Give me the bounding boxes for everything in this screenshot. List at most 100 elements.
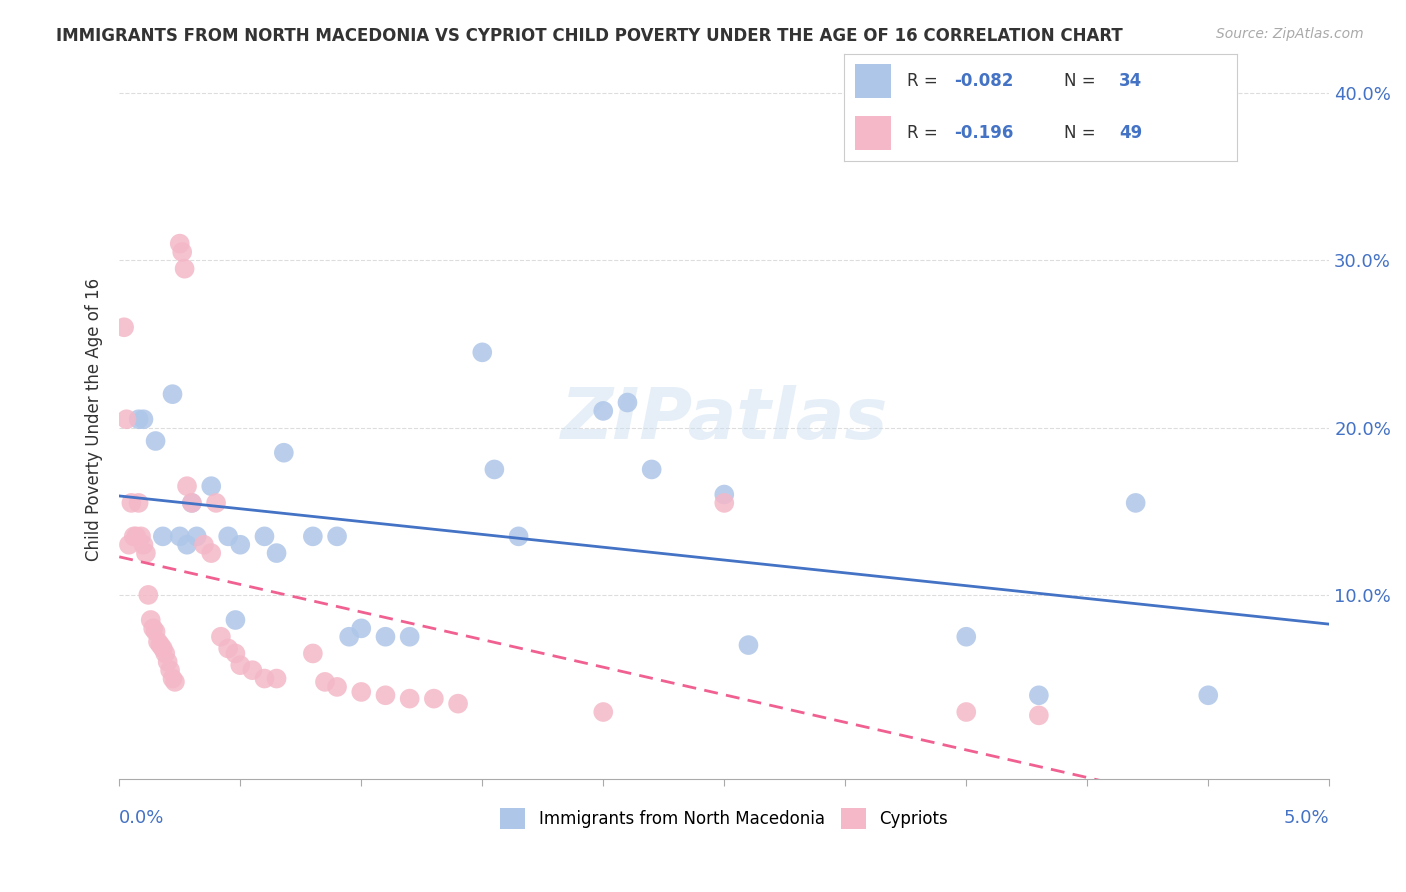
Point <box>145 434 167 448</box>
Point <box>176 479 198 493</box>
Point <box>180 496 202 510</box>
Point <box>484 462 506 476</box>
Point <box>1125 496 1147 510</box>
Point <box>350 685 373 699</box>
Text: -0.196: -0.196 <box>953 124 1014 142</box>
Point <box>374 688 396 702</box>
Point <box>592 705 614 719</box>
Point <box>302 529 325 543</box>
FancyBboxPatch shape <box>855 64 891 98</box>
Point <box>1028 708 1050 723</box>
Point <box>129 529 152 543</box>
Point <box>146 634 169 648</box>
Point <box>273 446 295 460</box>
Point <box>374 630 396 644</box>
Point <box>149 638 172 652</box>
Point <box>398 691 420 706</box>
Point <box>135 546 157 560</box>
Point <box>229 658 252 673</box>
Text: ZIPatlas: ZIPatlas <box>561 384 889 454</box>
Point <box>156 655 179 669</box>
Text: R =: R = <box>907 124 942 142</box>
Point <box>152 641 174 656</box>
Point <box>200 479 222 493</box>
Point <box>229 538 252 552</box>
Point <box>186 529 208 543</box>
Point <box>180 496 202 510</box>
Point <box>266 546 288 560</box>
Text: 5.0%: 5.0% <box>1284 809 1329 827</box>
Point <box>163 674 186 689</box>
Point <box>955 705 977 719</box>
Point <box>640 462 662 476</box>
Point <box>471 345 494 359</box>
Point <box>955 630 977 644</box>
Legend: Immigrants from North Macedonia, Cypriots: Immigrants from North Macedonia, Cypriot… <box>494 802 955 835</box>
Point <box>224 647 246 661</box>
Text: 34: 34 <box>1119 72 1143 90</box>
Point <box>173 261 195 276</box>
Point <box>128 496 150 510</box>
Point <box>118 538 141 552</box>
Point <box>142 621 165 635</box>
Point <box>139 613 162 627</box>
Point <box>217 529 239 543</box>
Point <box>205 496 228 510</box>
Text: 49: 49 <box>1119 124 1143 142</box>
Point <box>162 387 184 401</box>
Point <box>122 529 145 543</box>
Text: N =: N = <box>1064 124 1101 142</box>
Point <box>115 412 138 426</box>
Point <box>193 538 215 552</box>
Point <box>713 487 735 501</box>
Point <box>132 538 155 552</box>
Point <box>1197 688 1219 702</box>
Point <box>326 680 349 694</box>
Point <box>159 663 181 677</box>
Point <box>616 395 638 409</box>
Point <box>398 630 420 644</box>
Point <box>120 496 142 510</box>
Text: R =: R = <box>907 72 942 90</box>
Point <box>136 588 159 602</box>
Text: Source: ZipAtlas.com: Source: ZipAtlas.com <box>1216 27 1364 41</box>
Point <box>209 630 232 644</box>
Point <box>737 638 759 652</box>
Point <box>592 404 614 418</box>
Point <box>169 236 191 251</box>
Text: -0.082: -0.082 <box>953 72 1014 90</box>
Point <box>217 641 239 656</box>
Point <box>200 546 222 560</box>
Point <box>145 624 167 639</box>
Point <box>1028 688 1050 702</box>
Point <box>253 529 276 543</box>
Point <box>240 663 263 677</box>
Point <box>314 674 336 689</box>
Point <box>423 691 446 706</box>
Point <box>350 621 373 635</box>
Point <box>302 647 325 661</box>
Point <box>176 538 198 552</box>
Point <box>128 412 150 426</box>
Y-axis label: Child Poverty Under the Age of 16: Child Poverty Under the Age of 16 <box>86 277 103 561</box>
Point <box>447 697 470 711</box>
Point <box>266 672 288 686</box>
Point <box>508 529 530 543</box>
Text: N =: N = <box>1064 72 1101 90</box>
Point <box>337 630 360 644</box>
Point <box>112 320 135 334</box>
Text: 0.0%: 0.0% <box>120 809 165 827</box>
Point <box>155 647 177 661</box>
Point <box>125 529 148 543</box>
Point <box>326 529 349 543</box>
Point <box>253 672 276 686</box>
Point <box>132 412 155 426</box>
Point <box>152 529 174 543</box>
Point <box>224 613 246 627</box>
Point <box>172 244 194 259</box>
FancyBboxPatch shape <box>855 116 891 150</box>
Point <box>169 529 191 543</box>
Point <box>162 672 184 686</box>
Point <box>713 496 735 510</box>
Text: IMMIGRANTS FROM NORTH MACEDONIA VS CYPRIOT CHILD POVERTY UNDER THE AGE OF 16 COR: IMMIGRANTS FROM NORTH MACEDONIA VS CYPRI… <box>56 27 1123 45</box>
